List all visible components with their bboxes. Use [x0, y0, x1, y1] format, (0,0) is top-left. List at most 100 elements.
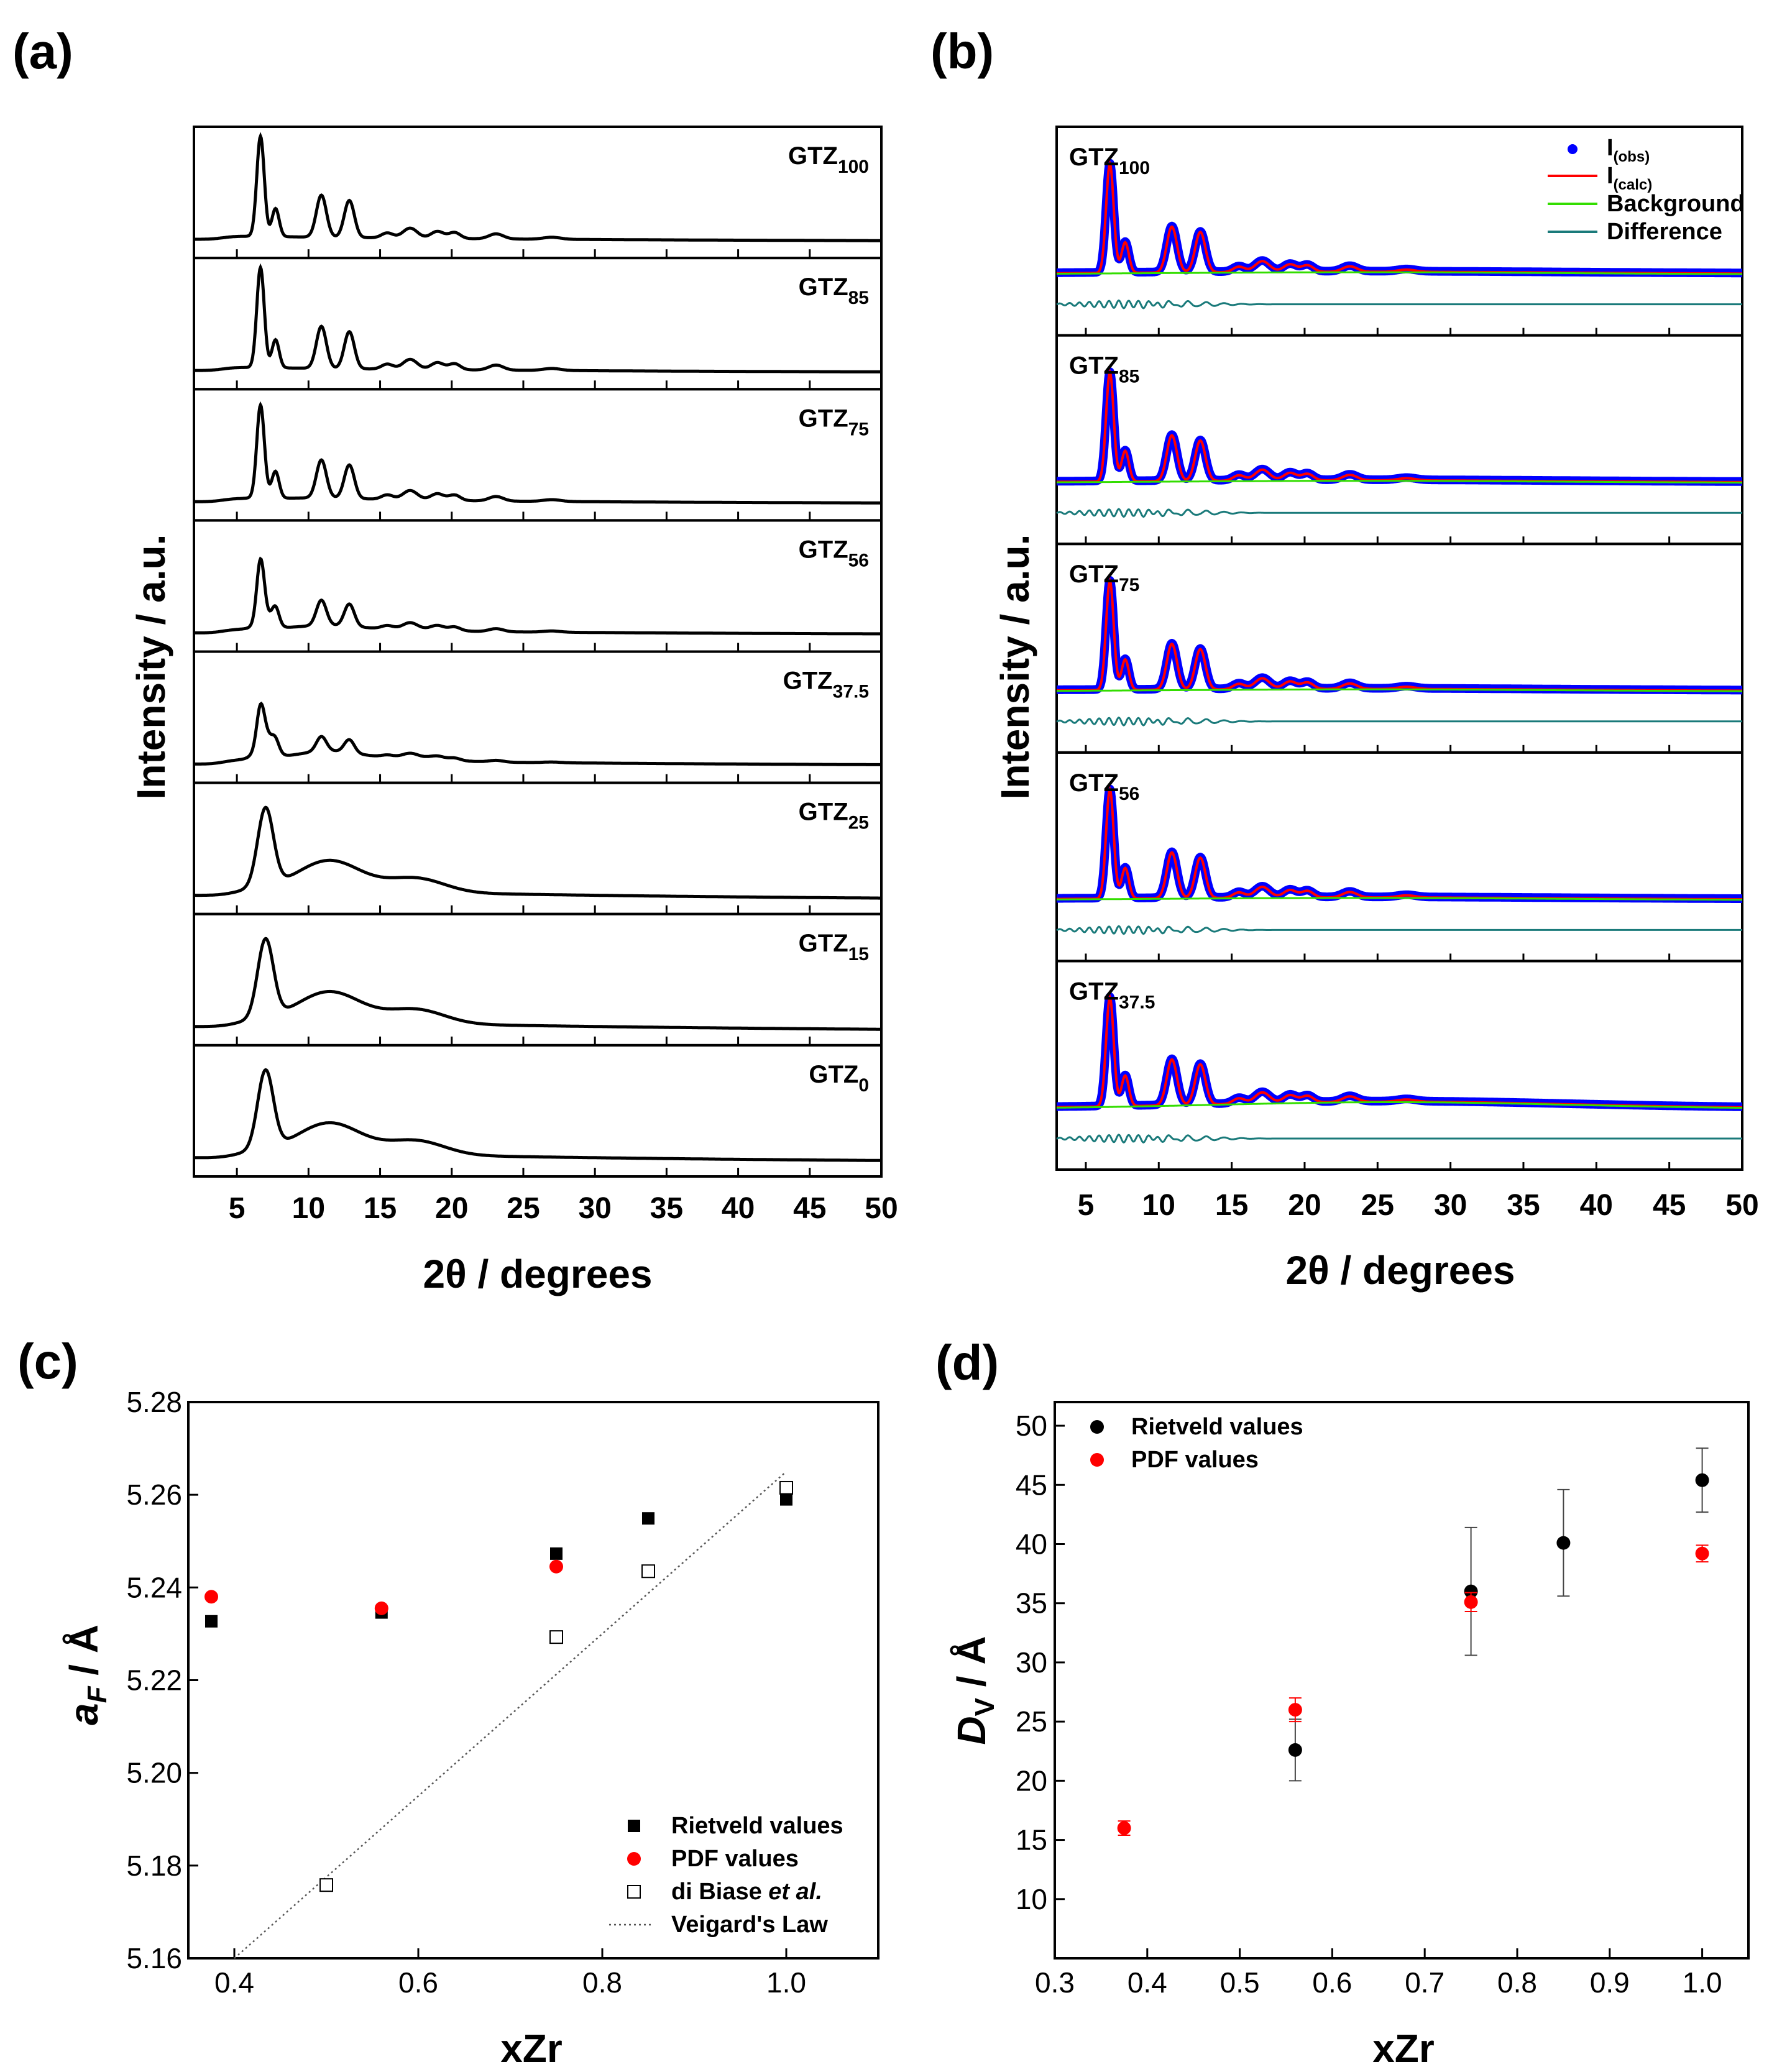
panel-b-series-label-sub: 85	[1119, 367, 1139, 387]
panel-d-x-tick-label: 0.3	[1035, 1966, 1075, 1999]
panel-d-y-tick-label: 25	[1016, 1705, 1047, 1738]
panel-a-series-label-base: GTZ	[809, 1061, 858, 1088]
panel-b-x-tick-label: 50	[1725, 1189, 1758, 1222]
panel-b-x-tick-label: 30	[1434, 1189, 1467, 1222]
panel-a-series-label: GTZ0	[809, 1061, 869, 1096]
panel-c-point	[550, 1547, 563, 1560]
panel-c-point	[319, 1878, 333, 1892]
panel-d-x-tick-label: 0.9	[1590, 1966, 1630, 1999]
panel-d-y-tick-label: 50	[1016, 1410, 1047, 1442]
panel-a-pattern-GTZ75	[194, 401, 881, 505]
panel-a-series-label: GTZ37.5	[783, 667, 869, 702]
panel-b-legend-marker	[1568, 144, 1578, 154]
panel-c-point	[204, 1590, 218, 1604]
panel-c-x-tick-label: 0.4	[214, 1966, 254, 1999]
panel-d-axes-frame	[1054, 1401, 1750, 1960]
panel-c-legend-label: Veigard's Law	[671, 1912, 828, 1938]
panel-b-x-tick-label: 5	[1078, 1189, 1095, 1222]
panel-a-pattern-GTZ100	[193, 132, 881, 242]
panel-b-x-tick-label: 15	[1215, 1189, 1248, 1222]
panel-c-legend-marker	[627, 1852, 641, 1866]
panel-b-legend-label: Difference	[1607, 219, 1722, 245]
panel-b-x-tick-label: 20	[1288, 1189, 1321, 1222]
panel-b-background-GTZ56	[1057, 897, 1742, 901]
panel-a-series-label-sub: 15	[848, 944, 869, 965]
panel-a-series-label-base: GTZ	[799, 536, 848, 563]
panel-d-y-tick-label: 35	[1016, 1587, 1047, 1620]
panel-d: (d) 10 15 20 25 30 35 40 45 50 0.3 0.4 0.5 0.6 0.7 0.8…	[935, 1335, 1750, 2071]
panel-b-difference-GTZ85	[1056, 508, 1742, 518]
panel-c-point	[641, 1564, 655, 1579]
panel-d-legend-label: Rietveld values	[1131, 1414, 1303, 1440]
panel-c-x-tick-label: 0.8	[582, 1966, 622, 1999]
panel-a-x-tick-label: 40	[722, 1192, 755, 1225]
panel-d-y-tick-label: 40	[1016, 1528, 1047, 1561]
panel-c-x-tick-label: 0.6	[398, 1966, 438, 1999]
panel-b-background-GTZ100	[1057, 271, 1742, 275]
panel-c-y-tick-label: 5.20	[126, 1757, 182, 1789]
panel-b-series-label-sub: 56	[1119, 784, 1139, 804]
panel-a-series-label-base: GTZ	[799, 930, 848, 957]
panel-b-series-label-base: GTZ	[1069, 561, 1119, 588]
panel-c-legend-label-plain: di Biase	[671, 1879, 768, 1905]
panel-d-x-tick-label: 0.4	[1128, 1966, 1167, 1999]
panel-a-x-axis-label: 2θ / degrees	[423, 1252, 653, 1296]
panel-b-series-label: GTZ37.5	[1069, 978, 1155, 1012]
panel-d-y-tick-label: 10	[1016, 1883, 1047, 1915]
panel-a-series-label-base: GTZ	[799, 273, 848, 301]
panel-b-observed-GTZ85	[1053, 367, 1746, 486]
panel-b-legend-label-sub: (calc)	[1614, 176, 1653, 193]
panel-b-difference-GTZ100	[1056, 299, 1742, 309]
panel-c-legend-label-italic: et al.	[768, 1879, 822, 1905]
panel-a: (a) GTZ100GTZ85GTZ75GTZ56GTZ37.5GTZ25GTZ…	[12, 24, 898, 1296]
panel-a-series-label-sub: 75	[848, 419, 869, 439]
panel-d-y-tick-label: 30	[1016, 1646, 1047, 1679]
panel-b-series-label-sub: 75	[1119, 575, 1139, 595]
panel-b-y-axis-label: Intensity / a.u.	[993, 534, 1037, 800]
panel-b-difference-GTZ37.5	[1056, 1134, 1742, 1144]
panel-c-point	[205, 1615, 218, 1628]
panel-d-point	[1288, 1743, 1302, 1757]
panel-d-y-tick-label: 20	[1016, 1764, 1047, 1797]
panel-c-y-tick-label: 5.16	[126, 1942, 182, 1974]
panel-a-pattern-GTZ85	[194, 263, 881, 374]
panel-d-point	[1288, 1703, 1302, 1717]
panel-b-background-GTZ37.5	[1057, 1101, 1742, 1109]
panel-b-legend-label: Background	[1607, 191, 1745, 217]
panel-b-legend-label: I(calc)	[1607, 163, 1652, 193]
panel-a-series-label-sub: 25	[848, 813, 869, 833]
panel-a-x-tick-label: 35	[650, 1192, 683, 1225]
panel-d-point	[1117, 1821, 1131, 1835]
panel-label-b: (b)	[930, 24, 994, 79]
panel-d-plot: 10 15 20 25 30 35 40 45 50 0.3 0.4 0.5 0.6 0.7 0.8 0.9 1…	[1016, 1401, 1750, 1999]
panel-a-x-tick-label: 25	[507, 1192, 540, 1225]
panel-label-a: (a)	[12, 24, 73, 79]
panel-d-x-axis-label: xZr	[1372, 2026, 1435, 2071]
panel-d-x-tick-label: 0.8	[1497, 1966, 1537, 1999]
panel-b-series-label-sub: 37.5	[1119, 992, 1155, 1012]
panel-c-point	[374, 1601, 388, 1615]
panel-b-calculated-GTZ85	[1057, 369, 1742, 484]
panel-b-background-GTZ75	[1057, 688, 1742, 692]
panel-c-axes-frame	[187, 1401, 880, 1960]
panel-a-x-tick-label: 15	[364, 1192, 397, 1225]
panel-a-x-tick-label: 10	[292, 1192, 325, 1225]
panel-b-series-label: GTZ85	[1069, 352, 1139, 387]
panel-a-x-tick-label: 50	[865, 1192, 898, 1225]
panel-d-point	[1556, 1536, 1571, 1550]
panel-d-legend-marker	[1090, 1453, 1104, 1467]
panel-b-series-label-base: GTZ	[1069, 769, 1119, 797]
panel-b-x-tick-label: 35	[1507, 1189, 1540, 1222]
panel-c-y-tick-label: 5.22	[126, 1664, 182, 1697]
panel-a-series-label: GTZ56	[799, 536, 869, 571]
panel-b-series-label: GTZ75	[1069, 561, 1139, 595]
panel-b-x-tick-label: 45	[1653, 1189, 1686, 1222]
panel-b-legend-label-sub: (obs)	[1614, 149, 1650, 165]
panel-b-calculated-GTZ37.5	[1057, 993, 1742, 1109]
panel-a-series-label-sub: 85	[848, 288, 869, 308]
panel-c-legend-marker	[628, 1820, 640, 1832]
panel-a-x-tick-label: 5	[229, 1192, 246, 1225]
